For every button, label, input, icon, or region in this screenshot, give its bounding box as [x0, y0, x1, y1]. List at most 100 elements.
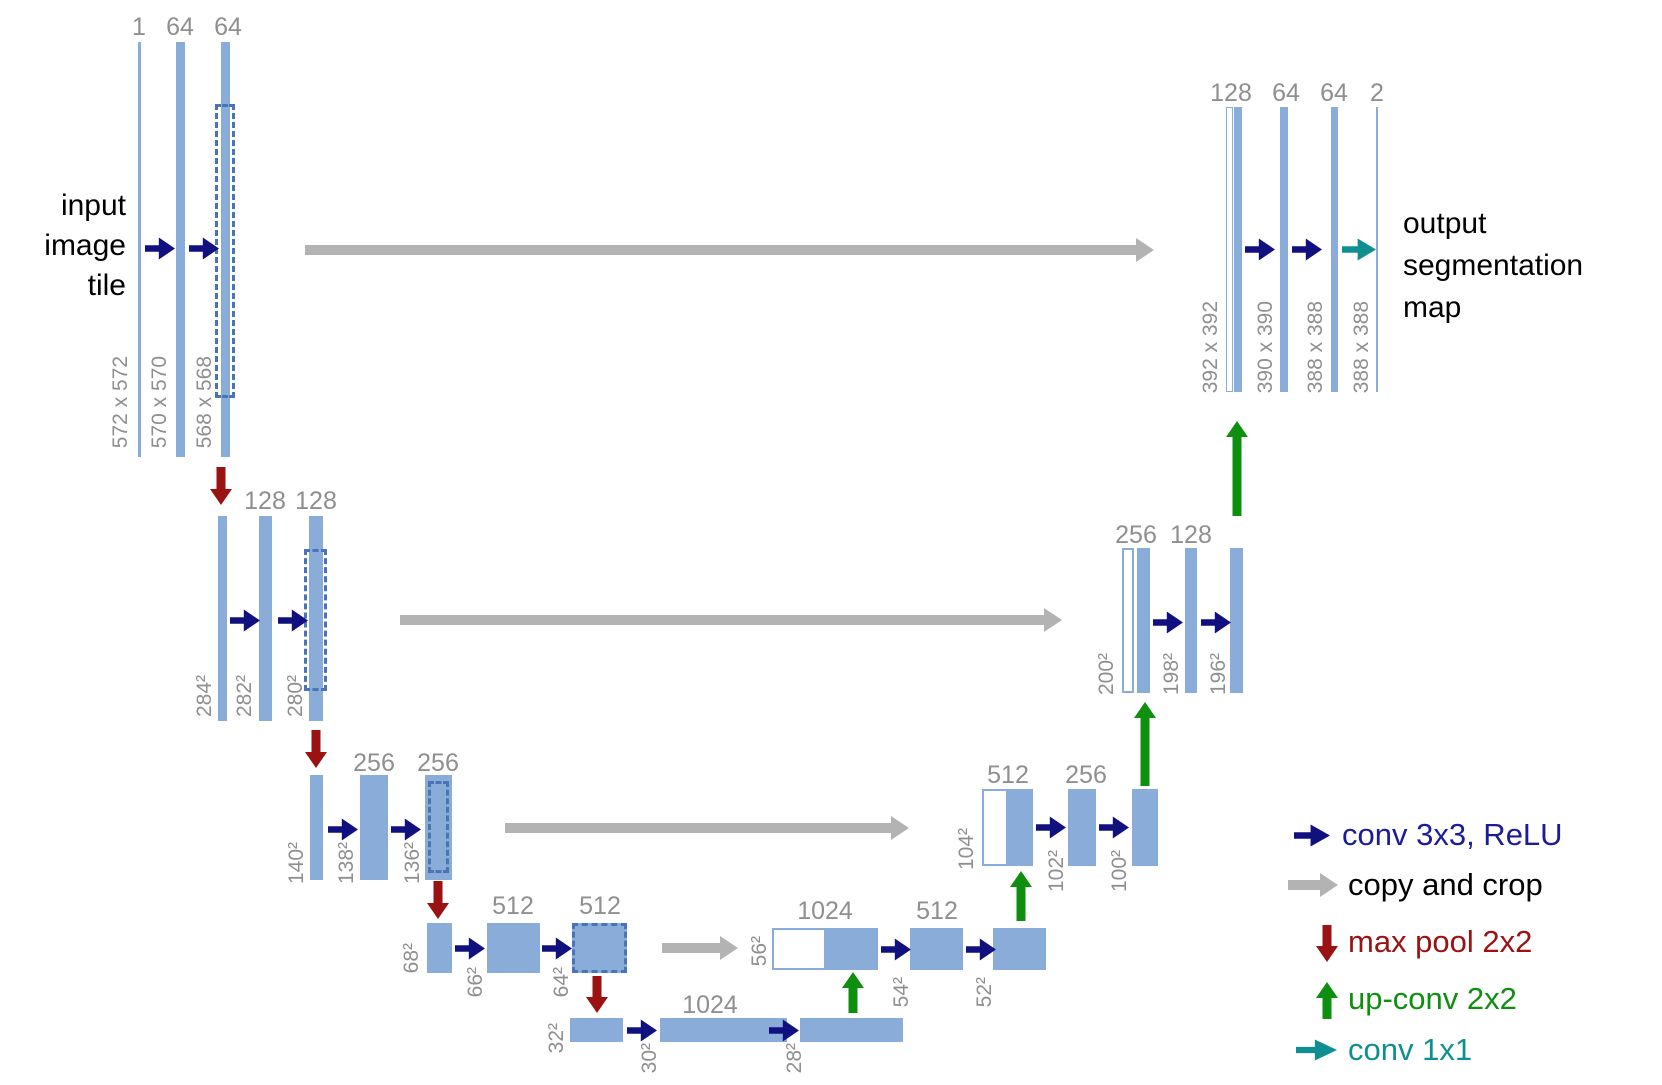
conv-arrow — [542, 937, 572, 960]
size-label: 572 x 572 — [109, 355, 132, 448]
output-label-line: map — [1403, 291, 1462, 324]
legend-max-pool-arrow-icon — [1316, 925, 1338, 962]
arrow-head — [210, 489, 232, 505]
conv-arrow — [230, 609, 260, 632]
size-label: 390 x 390 — [1254, 300, 1277, 393]
arrow-shaft — [305, 245, 1138, 255]
channel-label: 64 — [1272, 79, 1300, 107]
channel-label: 256 — [1115, 521, 1157, 549]
channel-label: 128 — [1210, 79, 1252, 107]
copy-crop-arrow — [505, 816, 909, 840]
feature-map-bar — [427, 923, 452, 973]
arrow-shaft — [1140, 716, 1150, 786]
size-label: 138² — [335, 841, 358, 884]
arrow-head — [842, 972, 864, 988]
conv-arrow — [1201, 611, 1231, 634]
feature-map-bar — [221, 42, 230, 457]
arrow-head — [720, 936, 738, 960]
arrow-shaft — [1322, 925, 1332, 948]
arrow-shaft — [848, 986, 858, 1013]
legend-up-conv-label: up-conv 2x2 — [1348, 981, 1517, 1016]
feature-map-bar — [660, 1018, 787, 1042]
channel-label: 256 — [417, 749, 459, 777]
arrow-shaft — [592, 976, 602, 999]
channel-label: 512 — [987, 761, 1029, 789]
feature-map-bar — [570, 1018, 623, 1042]
feature-map-bar — [360, 775, 388, 880]
channel-label: 64 — [1320, 79, 1348, 107]
copy-crop-arrow — [305, 238, 1154, 262]
input-label-line: image — [44, 229, 126, 262]
feature-map-bar — [1230, 548, 1243, 693]
arrow-shaft — [1322, 996, 1332, 1019]
size-label: 100² — [1108, 849, 1131, 892]
arrow-shaft — [1288, 880, 1322, 890]
copied-feature-map — [772, 928, 826, 970]
legend-copy-crop-arrow-icon — [1288, 873, 1338, 897]
max-pool-arrow — [305, 730, 327, 768]
channel-label: 512 — [492, 892, 534, 920]
legend-up-conv-arrow-icon — [1316, 982, 1338, 1019]
size-label: 196² — [1207, 652, 1230, 695]
arrow-head — [1044, 608, 1062, 632]
legend-conv-arrow-icon — [1294, 824, 1330, 847]
size-label: 570 x 570 — [148, 355, 171, 448]
feature-map-bar — [1132, 789, 1158, 866]
input-label-line: input — [60, 189, 126, 222]
crop-outline — [428, 781, 449, 873]
arrow-shaft — [216, 467, 226, 491]
copy-crop-arrow — [400, 608, 1062, 632]
size-label: 200² — [1095, 652, 1118, 695]
conv-arrow — [966, 938, 996, 961]
max-pool-arrow — [210, 467, 232, 505]
input-label-line: tile — [87, 269, 126, 302]
arrow-head — [1316, 982, 1338, 998]
size-label: 136² — [401, 841, 424, 884]
size-label: 104² — [955, 827, 978, 870]
output-segmentation-map-label: output segmentation map — [1403, 203, 1583, 329]
feature-map-bar — [1280, 107, 1288, 392]
channel-label: 1024 — [797, 897, 853, 925]
channel-label: 128 — [295, 487, 337, 515]
conv-arrow — [1292, 238, 1322, 261]
channel-label: 128 — [1170, 521, 1212, 549]
output-map-line — [1376, 107, 1378, 392]
feature-map-bar — [138, 42, 141, 457]
up-conv-arrow — [1134, 702, 1156, 786]
arrow-shaft — [400, 615, 1046, 625]
arrow-shaft — [1232, 435, 1242, 516]
copied-feature-map — [982, 789, 1008, 866]
channel-label: 256 — [1065, 761, 1107, 789]
channel-label: 64 — [166, 13, 194, 41]
size-label: 280² — [284, 674, 307, 717]
conv-arrow — [1099, 816, 1129, 839]
size-label: 68² — [400, 942, 423, 973]
feature-map-bar — [825, 928, 878, 970]
arrow-shaft — [505, 823, 893, 833]
size-label: 28² — [783, 1042, 806, 1073]
size-label: 198² — [1160, 652, 1183, 695]
max-pool-arrow — [427, 881, 449, 919]
arrow-head — [1010, 871, 1032, 887]
crop-outline — [304, 549, 327, 691]
size-label: 568 x 568 — [193, 355, 216, 448]
channel-label: 64 — [214, 13, 242, 41]
size-label: 30² — [638, 1042, 661, 1073]
feature-map-bar — [800, 1018, 903, 1042]
channel-label: 1024 — [682, 991, 738, 1019]
arrow-head — [1134, 702, 1156, 718]
size-label: 392 x 392 — [1199, 300, 1222, 393]
conv-arrow — [1245, 238, 1275, 261]
conv-arrow — [455, 937, 485, 960]
feature-map-bar — [1234, 107, 1242, 392]
feature-map-bar — [309, 516, 323, 721]
conv-arrow — [145, 237, 175, 260]
size-label: 388 x 388 — [1350, 300, 1373, 393]
feature-map-bar — [310, 775, 323, 880]
feature-map-bar — [1007, 789, 1033, 866]
arrow-head — [1136, 238, 1154, 262]
size-label: 32² — [545, 1022, 568, 1053]
channel-label: 128 — [244, 487, 286, 515]
channel-label: 256 — [353, 749, 395, 777]
